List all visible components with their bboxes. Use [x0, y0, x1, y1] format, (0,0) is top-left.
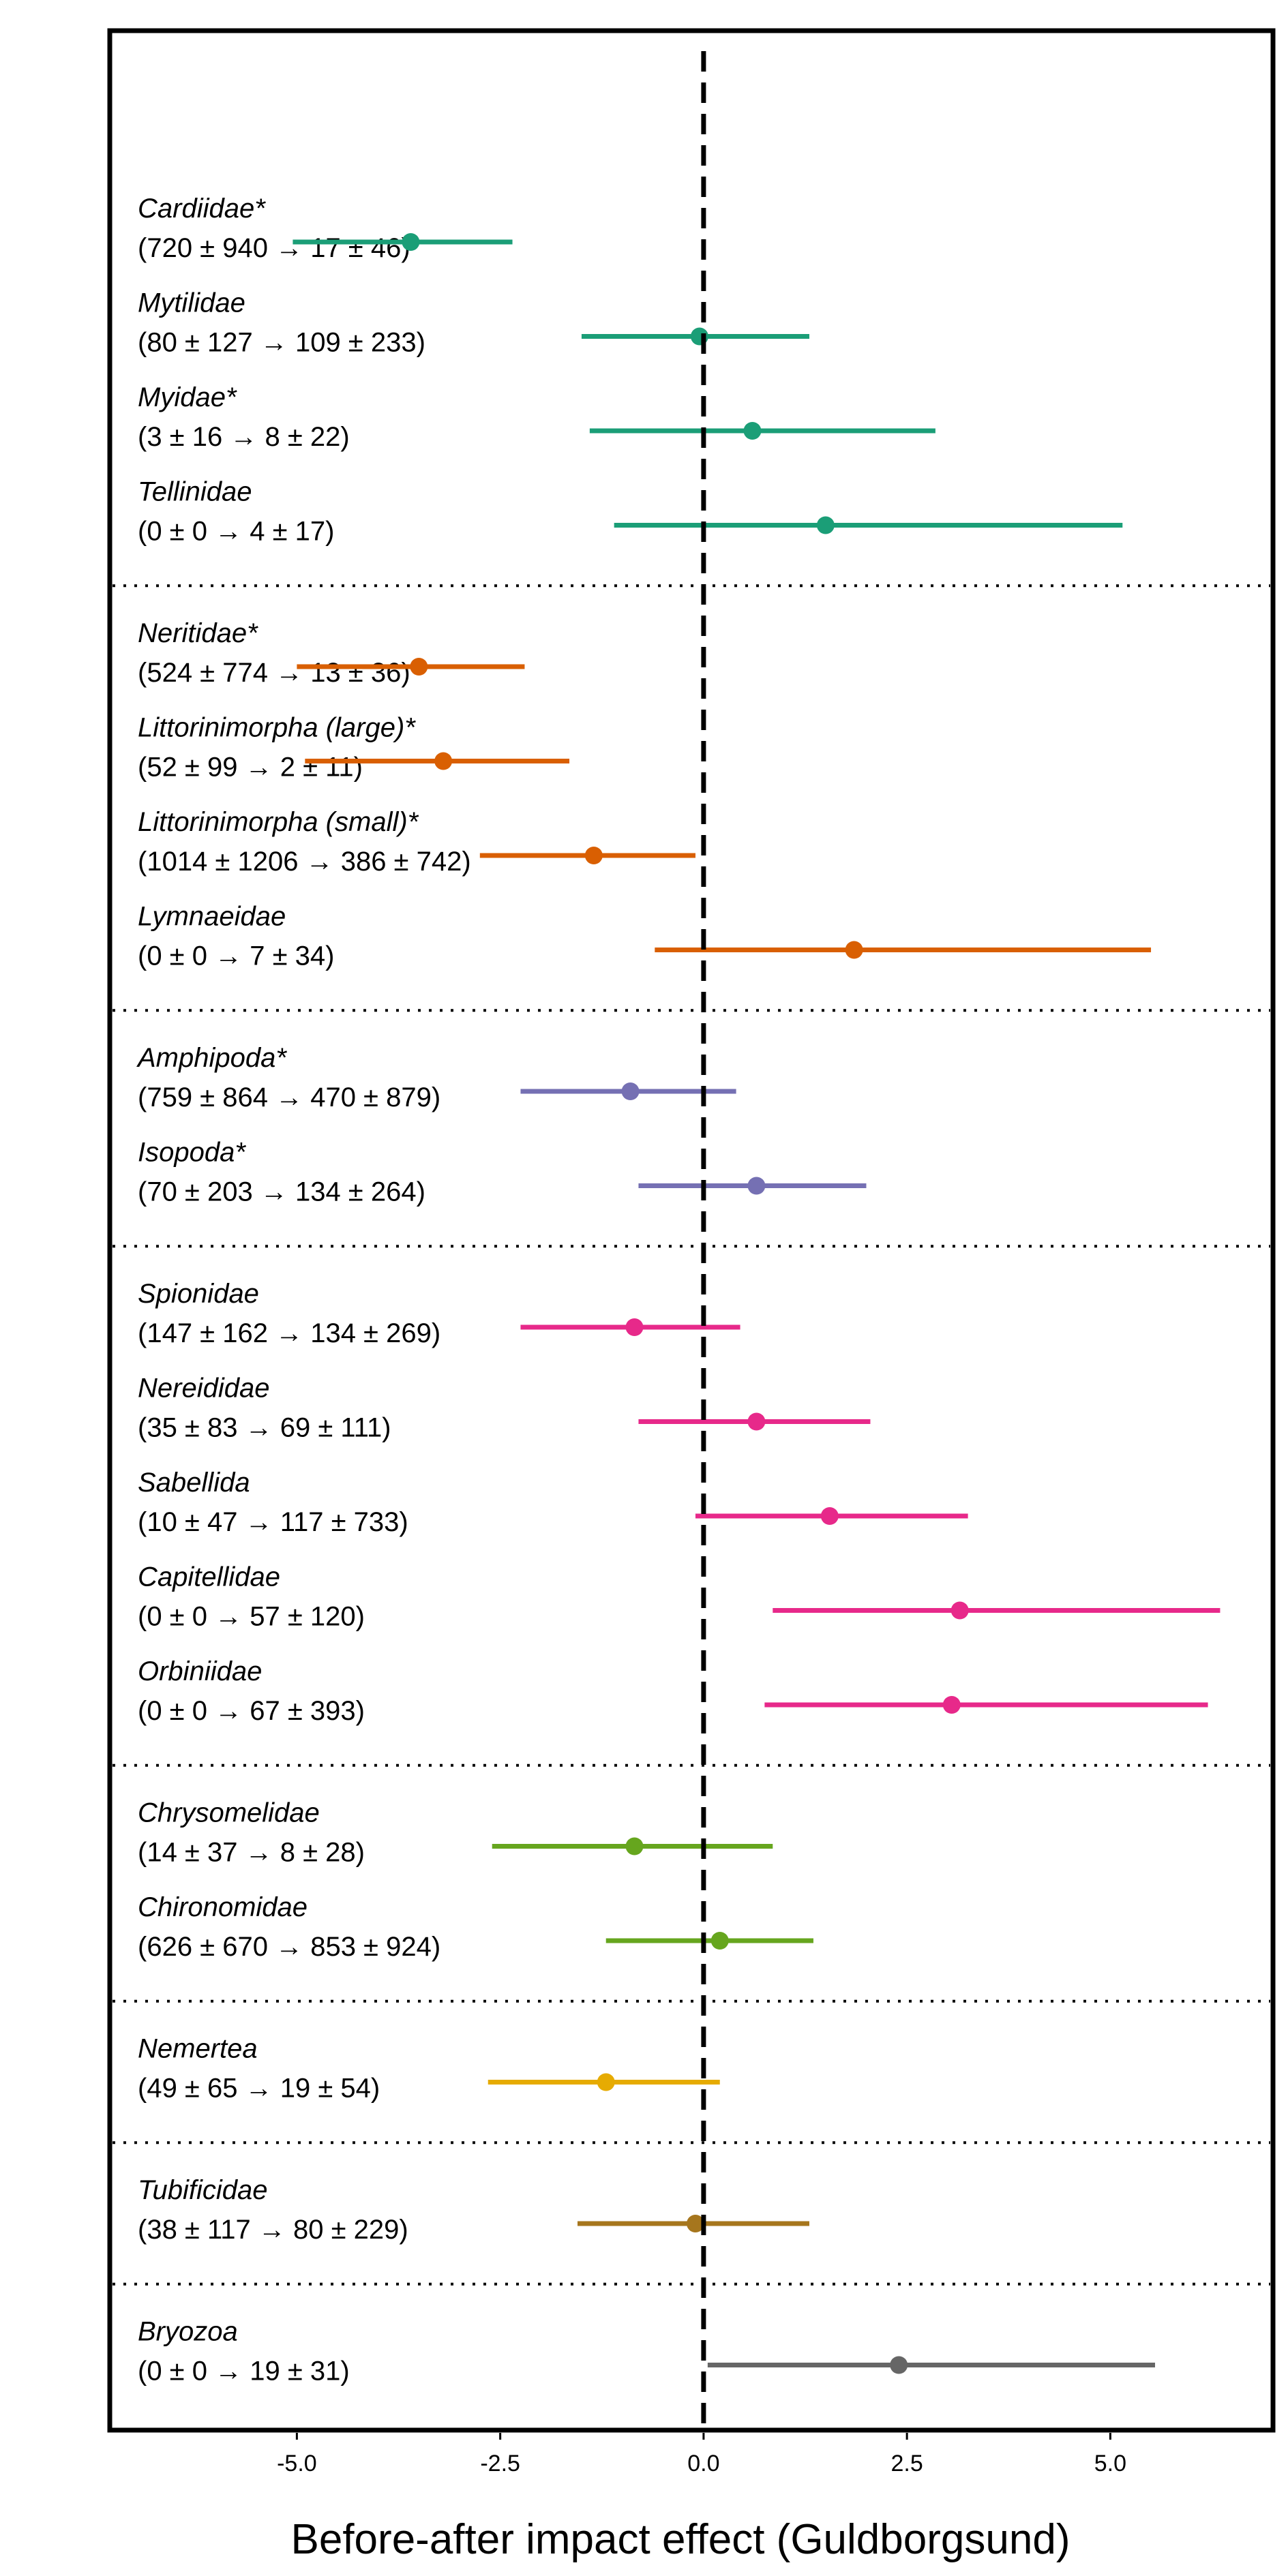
point-estimate: [625, 1318, 644, 1336]
family-label: Isopoda*: [138, 1138, 246, 1168]
family-label: Spionidae: [138, 1279, 259, 1309]
family-label: Tellinidae: [138, 477, 252, 507]
counts-label: (720 ± 940 → 17 ± 46): [138, 233, 410, 263]
counts-label: (0 ± 0 → 57 ± 120): [138, 1602, 365, 1632]
x-axis-ticks: -5.0 -2.5 0.0 2.5 5.0: [277, 2433, 1126, 2476]
family-label: Chironomidae: [138, 1892, 308, 1922]
forest-row: Spionidae (147 ± 162 → 134 ± 269): [138, 1279, 740, 1348]
forest-row: Neritidae* (524 ± 774 → 13 ± 36): [138, 618, 525, 688]
counts-label: (0 ± 0 → 19 ± 31): [138, 2357, 350, 2386]
family-label: Capitellidae: [138, 1562, 280, 1592]
point-estimate: [710, 1932, 729, 1950]
point-estimate: [743, 422, 762, 440]
x-tick-label: -5.0: [277, 2451, 317, 2476]
point-estimate: [747, 1177, 766, 1195]
family-label: Neritidae*: [138, 618, 258, 648]
x-tick-label: 0.0: [687, 2451, 719, 2476]
forest-row: Nemertea (49 ± 65 → 19 ± 54): [138, 2034, 720, 2104]
counts-label: (80 ± 127 → 109 ± 233): [138, 328, 425, 358]
counts-label: (10 ± 47 → 117 ± 733): [138, 1507, 408, 1537]
counts-label: (52 ± 99 → 2 ± 11): [138, 753, 363, 783]
x-tick-label: -2.5: [480, 2451, 520, 2476]
family-label: Orbiniidae: [138, 1656, 262, 1686]
point-estimate: [845, 941, 863, 959]
point-estimate: [747, 1412, 766, 1431]
counts-label: (49 ± 65 → 19 ± 54): [138, 2074, 380, 2104]
forest-row: Bryozoa (0 ± 0 → 19 ± 31): [138, 2317, 1156, 2386]
forest-row: Nereididae (35 ± 83 → 69 ± 111): [138, 1374, 871, 1443]
x-tick-label: 5.0: [1094, 2451, 1126, 2476]
family-label: Littorinimorpha (large)*: [138, 713, 416, 743]
counts-label: (38 ± 117 → 80 ± 229): [138, 2215, 408, 2245]
x-tick-label: 2.5: [891, 2451, 923, 2476]
point-estimate: [890, 2356, 908, 2374]
plot-frame: [107, 28, 1276, 2433]
counts-label: (14 ± 37 → 8 ± 28): [138, 1838, 365, 1868]
point-estimate: [820, 1507, 839, 1525]
point-estimate: [942, 1696, 961, 1714]
counts-label: (0 ± 0 → 4 ± 17): [138, 517, 334, 547]
forest-row: Lymnaeidae (0 ± 0 → 7 ± 34): [138, 902, 1152, 971]
point-estimate: [402, 233, 420, 251]
forest-row: Myidae* (3 ± 16 → 8 ± 22): [138, 382, 935, 452]
point-estimate: [686, 2215, 704, 2232]
forest-row: Chrysomelidae (14 ± 37 → 8 ± 28): [138, 1798, 773, 1868]
family-label: Tubificidae: [138, 2175, 267, 2205]
family-label: Chrysomelidae: [138, 1798, 320, 1828]
counts-label: (70 ± 203 → 134 ± 264): [138, 1177, 425, 1207]
point-estimate: [597, 2073, 615, 2091]
forest-row: Orbiniidae (0 ± 0 → 67 ± 393): [138, 1656, 1208, 1726]
family-label: Bryozoa: [138, 2317, 238, 2347]
family-label: Mytilidae: [138, 288, 245, 318]
forest-row: Chironomidae (626 ± 670 → 853 ± 924): [138, 1892, 813, 1962]
family-label: Amphipoda*: [136, 1043, 287, 1073]
data-rows: Cardiidae* (720 ± 940 → 17 ± 46) Mytilidae…: [136, 194, 1220, 2386]
forest-row: Tubificidae (38 ± 117 → 80 ± 229): [138, 2175, 809, 2245]
group-separators: [113, 584, 1270, 2286]
family-label: Lymnaeidae: [138, 902, 286, 932]
forest-row: Littorinimorpha (small)* (1014 ± 1206 → 3…: [138, 807, 695, 877]
family-label: Nereididae: [138, 1374, 269, 1404]
point-estimate: [950, 1601, 969, 1620]
counts-label: (1014 ± 1206 → 386 ± 742): [138, 847, 471, 877]
point-estimate: [434, 752, 453, 770]
forest-row: Littorinimorpha (large)* (52 ± 99 → 2 ± 1…: [138, 713, 570, 783]
counts-label: (0 ± 0 → 7 ± 34): [138, 941, 334, 971]
forest-row: Capitellidae (0 ± 0 → 57 ± 120): [138, 1562, 1220, 1632]
point-estimate: [621, 1082, 640, 1100]
counts-label: (35 ± 83 → 69 ± 111): [138, 1413, 391, 1443]
forest-row: Isopoda* (70 ± 203 → 134 ± 264): [138, 1138, 867, 1207]
x-axis-title: Before-after impact effect (Guldborgsund…: [291, 2516, 1070, 2563]
forest-row: Amphipoda* (759 ± 864 → 470 ± 879): [136, 1043, 736, 1112]
family-label: Sabellida: [138, 1468, 250, 1498]
forest-row: Mytilidae (80 ± 127 → 109 ± 233): [138, 288, 809, 358]
forest-row: Tellinidae (0 ± 0 → 4 ± 17): [138, 477, 1123, 547]
family-label: Littorinimorpha (small)*: [138, 807, 419, 837]
forest-row: Cardiidae* (720 ± 940 → 17 ± 46): [138, 194, 513, 263]
point-estimate: [584, 847, 603, 864]
point-estimate: [410, 658, 428, 676]
forest-row: Sabellida (10 ± 47 → 117 ± 733): [138, 1468, 968, 1537]
counts-label: (524 ± 774 → 13 ± 36): [138, 658, 410, 688]
family-label: Myidae*: [138, 382, 237, 412]
counts-label: (3 ± 16 → 8 ± 22): [138, 422, 350, 452]
point-estimate: [625, 1837, 644, 1855]
counts-label: (759 ± 864 → 470 ± 879): [138, 1082, 440, 1112]
family-label: Nemertea: [138, 2034, 258, 2064]
family-label: Cardiidae*: [138, 194, 266, 224]
counts-label: (147 ± 162 → 134 ± 269): [138, 1318, 440, 1348]
counts-label: (0 ± 0 → 67 ± 393): [138, 1696, 365, 1726]
counts-label: (626 ± 670 → 853 ± 924): [138, 1932, 440, 1962]
point-estimate: [816, 516, 835, 534]
